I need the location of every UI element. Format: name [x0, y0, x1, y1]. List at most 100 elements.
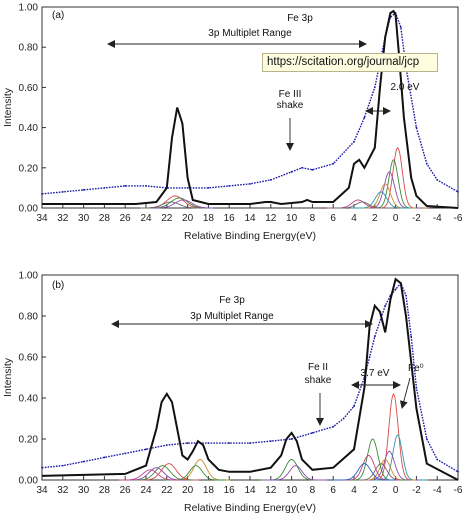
data-point [405, 294, 407, 297]
data-point [207, 187, 210, 189]
x-tick-label: 8 [310, 213, 316, 224]
x-tick-label: 30 [78, 485, 90, 496]
y-tick-label: 0.40 [19, 394, 39, 405]
data-point [457, 470, 459, 473]
y-tick-label: 1.00 [19, 3, 39, 14]
x-tick-label: 26 [120, 485, 132, 496]
x-tick-label: 22 [161, 213, 173, 224]
data-point [290, 170, 293, 173]
data-point [145, 185, 147, 187]
x-tick-label: 30 [78, 213, 90, 224]
multiplet-component [366, 434, 428, 481]
x-tick-label: 24 [140, 213, 152, 224]
x-tick-label: 20 [182, 485, 194, 496]
data-point [269, 179, 272, 181]
x-tick-label: 2 [372, 485, 378, 496]
x-tick-label: 18 [203, 213, 215, 224]
data-point [394, 288, 397, 291]
splitting-label: 2.0 eV [391, 82, 420, 93]
data-point [399, 26, 402, 28]
y-tick-label: 0.60 [19, 353, 39, 364]
chart-panel-a: 34 32 30 28 26 24 22 20 18 16 14 12 10 8 6 4 2 0 -2 -4 -60.0… [2, 3, 463, 243]
data-point [41, 466, 43, 469]
multiplet-range-label: 3p Multiplet Range [190, 311, 274, 322]
data-point [103, 456, 106, 459]
multiplet-component [139, 201, 202, 209]
data-point [103, 187, 106, 189]
fit-envelope-line [42, 9, 459, 209]
x-tick-label: 26 [120, 213, 132, 224]
x-tick-label: 12 [265, 213, 277, 224]
x-tick-label: -6 [454, 213, 463, 224]
data-point [269, 440, 272, 442]
x-tick-label: -4 [433, 485, 442, 496]
y-tick-label: 0.40 [19, 123, 39, 134]
data-point [290, 438, 293, 440]
shake-label-line2: shake [305, 375, 332, 386]
x-tick-label: 6 [330, 485, 336, 496]
data-point [410, 335, 413, 338]
data-point [124, 452, 127, 455]
panel-label: (a) [52, 10, 64, 21]
x-tick-label: 32 [57, 213, 69, 224]
x-tick-label: 12 [265, 485, 277, 496]
y-tick-label: 1.00 [19, 271, 39, 282]
x-axis-label: Relative Binding Energy(eV) [184, 230, 316, 242]
data-point [145, 448, 147, 451]
x-tick-label: 24 [140, 485, 152, 496]
panel-label: (b) [52, 280, 64, 291]
data-point [342, 417, 345, 420]
x-tick-label: 18 [203, 485, 215, 496]
splitting-label: 3.7 eV [361, 368, 390, 379]
y-tick-label: 0.80 [19, 312, 39, 323]
multiplet-component [333, 463, 396, 481]
x-tick-label: 34 [36, 485, 48, 496]
data-point [373, 335, 376, 338]
x-tick-label: 16 [224, 485, 236, 496]
data-point [311, 432, 314, 434]
y-tick-label: 0.00 [19, 204, 39, 215]
measured-spectrum-line [41, 11, 459, 195]
x-tick-label: 0 [393, 213, 399, 224]
multiplet-component [264, 465, 327, 481]
data-point [249, 183, 251, 185]
data-point [363, 116, 366, 119]
chart-panel-b: 34 32 30 28 26 24 22 20 18 16 14 12 10 8 6 4 2 0 -2 -4 -60.0… [2, 271, 463, 515]
data-point [353, 140, 355, 143]
fe0-arrow [399, 377, 411, 409]
x-tick-label: 16 [224, 213, 236, 224]
shake-label-line1: Fe III [279, 89, 302, 100]
data-point [373, 86, 376, 89]
plot-frame [41, 274, 459, 481]
x-tick-label: 4 [351, 485, 357, 496]
x-tick-label: 34 [36, 213, 48, 224]
shake-label-line1: Fe II [308, 362, 328, 373]
x-tick-label: -4 [433, 213, 442, 224]
x-axis-label: Relative Binding Energy(eV) [184, 502, 316, 514]
data-point [41, 193, 43, 195]
data-point [332, 162, 335, 165]
data-point [249, 442, 251, 444]
multiplet-component [349, 191, 412, 209]
data-point [353, 405, 355, 408]
shake-label-line2: shake [277, 100, 304, 111]
data-point [165, 444, 168, 446]
fe0-label: Fe⁰ [408, 363, 424, 374]
data-point [436, 458, 439, 461]
x-tick-label: 10 [286, 213, 298, 224]
y-tick-label: 0.20 [19, 163, 39, 174]
fe3p-label: Fe 3p [287, 13, 313, 24]
y-tick-label: 0.60 [19, 83, 39, 94]
data-point [415, 126, 418, 129]
x-tick-label: -2 [412, 485, 421, 496]
data-point [61, 191, 64, 193]
data-point [301, 166, 303, 169]
y-axis-label: Intensity [2, 357, 14, 397]
x-tick-label: 10 [286, 485, 298, 496]
x-tick-label: 2 [372, 213, 378, 224]
x-tick-label: 32 [57, 485, 69, 496]
x-tick-label: 0 [393, 485, 399, 496]
measured-spectrum-line [41, 281, 459, 473]
data-point [186, 442, 189, 444]
